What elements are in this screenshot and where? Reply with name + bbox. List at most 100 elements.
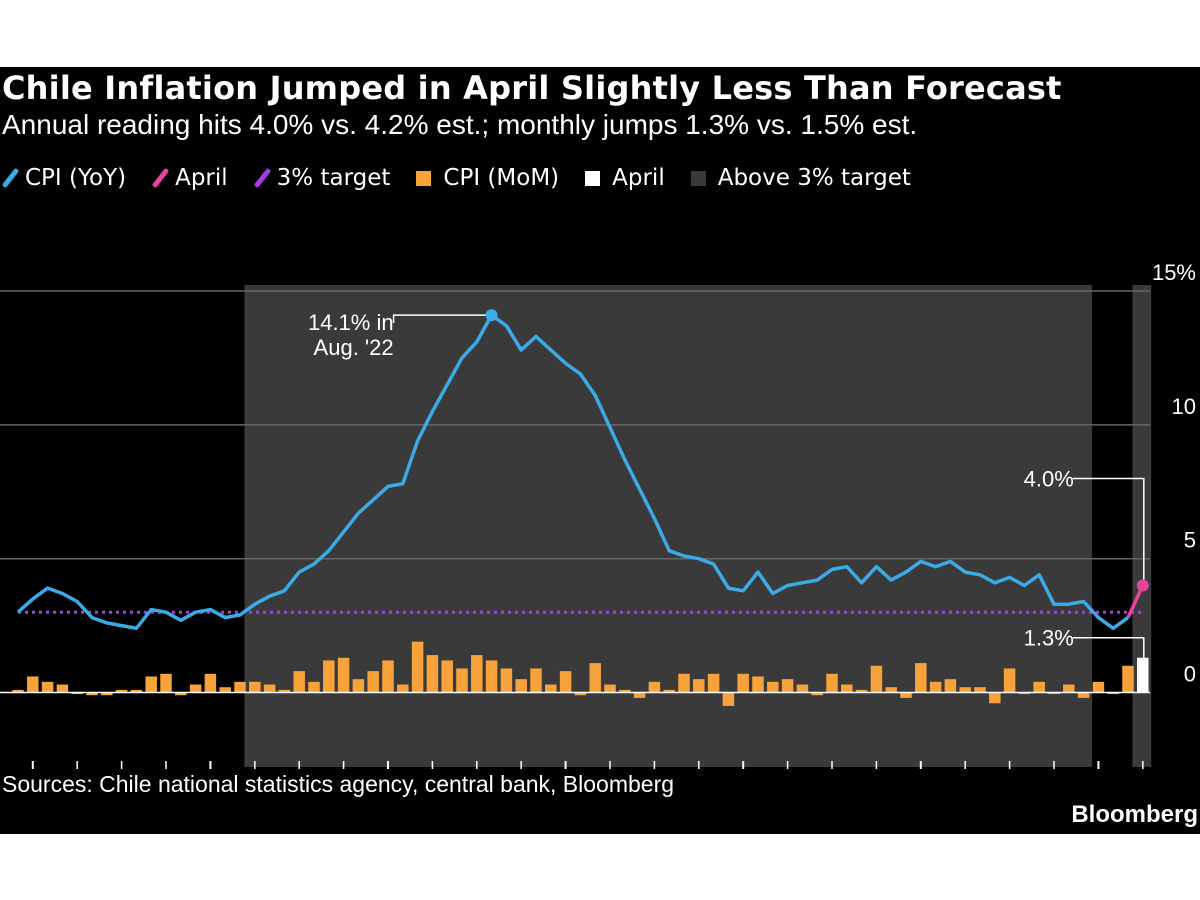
mom-bar	[752, 676, 764, 693]
legend-label-cpi-yoy: CPI (YoY)	[25, 165, 127, 191]
mom-bar	[870, 665, 883, 693]
mom-bar	[456, 668, 468, 693]
chart-subtitle: Annual reading hits 4.0% vs. 4.2% est.; …	[2, 109, 918, 140]
mom-bar	[485, 660, 498, 693]
mom-bar	[249, 681, 261, 693]
legend-swatch-april-yoy	[151, 167, 170, 189]
mom-bar	[841, 684, 853, 693]
y-tick-label: 15%	[1152, 260, 1196, 285]
april-mom-bar	[1137, 657, 1149, 693]
peak-leader-line	[392, 314, 492, 324]
yoy-april-leader-line	[1072, 477, 1145, 580]
legend-swatch-target	[253, 167, 271, 189]
legend: CPI (YoY) April 3% target CPI (MoM) Apri…	[1, 163, 937, 193]
mom-bar	[426, 655, 439, 693]
mom-bar	[367, 671, 379, 693]
mom-bar	[1077, 692, 1090, 698]
yoy-april-label: 4.0%	[1024, 466, 1074, 491]
mom-bar	[101, 692, 113, 696]
mom-bar	[855, 689, 868, 693]
mom-bar	[471, 655, 483, 693]
mom-april-leader-line	[1072, 636, 1145, 658]
y-tick-label: 10	[1172, 394, 1196, 419]
chart-card: Chile Inflation Jumped in April Slightly…	[0, 67, 1200, 834]
legend-label-cpi-mom: CPI (MoM)	[443, 165, 560, 191]
source-note: Sources: Chile national statistics agenc…	[2, 771, 675, 797]
mom-bar	[86, 692, 98, 696]
legend-item-cpi-mom: CPI (MoM)	[416, 165, 559, 191]
mom-bar	[411, 641, 424, 693]
mom-bar	[160, 673, 172, 693]
mom-bar	[293, 671, 305, 693]
mom-bar	[56, 684, 69, 693]
legend-label-april-yoy: April	[175, 165, 228, 191]
mom-bar	[189, 684, 202, 693]
mom-bar	[441, 660, 453, 693]
mom-bar	[767, 681, 779, 693]
gridlines	[0, 290, 1150, 560]
legend-item-above-target: Above 3% target	[690, 165, 911, 191]
mom-bar	[1033, 681, 1045, 693]
mom-bar	[885, 687, 897, 693]
mom-bar	[27, 676, 39, 693]
mom-bar	[278, 689, 291, 693]
mom-bar	[781, 679, 794, 693]
april-yoy-marker	[1136, 579, 1149, 592]
mom-bar	[722, 692, 735, 706]
legend-item-april-mom: April	[585, 165, 665, 191]
mom-bar	[989, 692, 1001, 704]
legend-label-target: 3% target	[276, 165, 391, 191]
shaded-region-2	[1132, 285, 1152, 767]
mom-bar	[204, 673, 217, 693]
mom-bar	[796, 684, 809, 693]
bloomberg-logo: Bloomberg	[1071, 801, 1198, 828]
legend-label-above-target: Above 3% target	[717, 165, 911, 191]
peak-label-line-1: 14.1% in	[308, 310, 394, 335]
y-tick-label: 5	[1184, 528, 1196, 553]
mom-bar	[648, 681, 661, 693]
mom-bar	[145, 676, 157, 693]
mom-bar	[604, 684, 616, 693]
mom-bar	[559, 671, 572, 693]
mom-bar	[530, 668, 542, 693]
x-axis: 2020202120222023202420252026	[31, 761, 1144, 769]
mom-bar	[308, 681, 320, 693]
mom-bar	[219, 687, 231, 693]
mom-bar	[41, 681, 54, 693]
legend-swatch-april-mom	[585, 170, 601, 186]
mom-bar	[234, 681, 246, 693]
mom-bar	[737, 673, 749, 693]
mom-april-label: 1.3%	[1024, 626, 1074, 651]
legend-item-cpi-yoy: CPI (YoY)	[1, 165, 127, 191]
mom-bar	[900, 692, 912, 698]
y-tick-label: 0	[1184, 662, 1196, 687]
mom-bar	[1003, 668, 1016, 693]
legend-swatch-cpi-yoy	[1, 167, 20, 189]
mom-bar	[382, 660, 394, 693]
mom-bar	[944, 679, 957, 693]
mom-bar	[574, 692, 587, 696]
mom-bar	[1122, 665, 1134, 693]
mom-bar	[130, 689, 143, 693]
peak-label-line-2: Aug. '22	[314, 335, 394, 360]
cpi-yoy-line	[16, 313, 1130, 631]
mom-bar	[263, 684, 276, 693]
peak-marker	[485, 309, 498, 322]
mom-bar	[974, 687, 986, 693]
mom-bars	[12, 641, 1149, 706]
mom-bar	[1063, 684, 1075, 693]
mom-bar	[115, 689, 128, 693]
mom-bar	[811, 692, 823, 696]
legend-item-april-yoy: April	[151, 165, 228, 191]
legend-item-target: 3% target	[253, 165, 391, 191]
mom-bar	[352, 679, 365, 693]
mom-bar	[633, 692, 646, 698]
legend-label-april-mom: April	[612, 165, 665, 191]
mom-bar	[693, 679, 705, 693]
mom-bar	[707, 673, 720, 693]
mom-bar	[959, 687, 971, 693]
mom-bar	[589, 663, 601, 693]
mom-bar	[929, 681, 942, 693]
